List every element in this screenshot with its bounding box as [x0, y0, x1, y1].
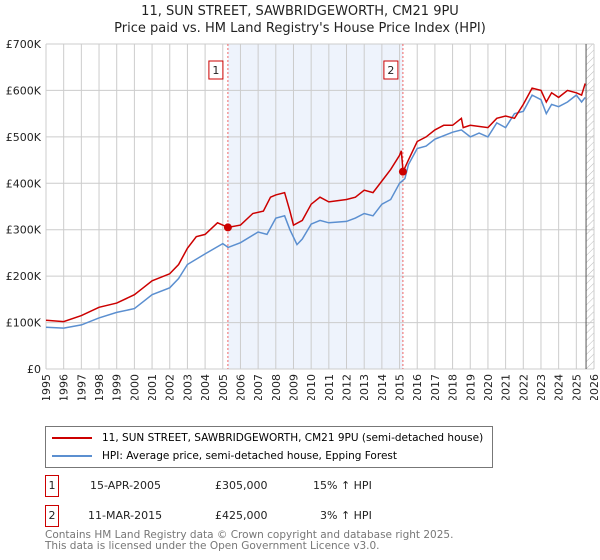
sale-badge	[383, 60, 399, 80]
sale-badge-label: 1	[212, 64, 219, 77]
footer-line: This data is licensed under the Open Gov…	[45, 540, 380, 552]
transaction-price: £425,000	[215, 509, 268, 522]
transaction-date: 11-MAR-2015	[88, 509, 163, 522]
x-tick-label: 1996	[58, 374, 71, 400]
x-tick-label: 2007	[252, 374, 265, 400]
x-tick-label: 2020	[482, 374, 495, 400]
y-tick-label: £200K	[6, 270, 42, 283]
y-tick-label: £0	[27, 363, 41, 376]
chart-subtitle: Price paid vs. HM Land Registry's House …	[114, 21, 486, 36]
x-tick-label: 1995	[40, 374, 53, 400]
x-tick-label: 2011	[323, 374, 336, 400]
x-tick-label: 1999	[111, 374, 124, 400]
legend-item-property: 11, SUN STREET, SAWBRIDGEWORTH, CM21 9PU…	[52, 432, 483, 444]
shaded-period	[227, 44, 403, 369]
x-tick-label: 2018	[447, 374, 460, 400]
y-tick-label: £600K	[6, 84, 42, 97]
x-tick-label: 2005	[217, 374, 230, 400]
y-tick-label: £400K	[6, 177, 42, 190]
legend-swatch	[52, 437, 92, 439]
x-tick-label: 2021	[500, 374, 513, 400]
y-tick-label: £500K	[6, 131, 42, 144]
x-tick-label: 2024	[553, 374, 566, 400]
sale-badge	[208, 60, 224, 80]
legend-label: HPI: Average price, semi-detached house,…	[102, 450, 397, 462]
series-line	[45, 83, 586, 323]
x-tick-label: 2012	[341, 374, 354, 400]
x-tick-label: 2008	[270, 374, 283, 400]
x-tick-label: 2010	[305, 374, 318, 400]
y-tick-label: £100K	[6, 317, 42, 330]
forecast-hatch	[586, 44, 594, 369]
transaction-row: 1 15-APR-2005 £305,000 15% ↑ HPI	[45, 475, 465, 497]
chart-plot: 1995 1996 1997 1998 1999 2000 2001 2002 2003 2004…	[6, 38, 600, 400]
transaction-badge: 1	[45, 475, 59, 497]
legend-item-hpi: HPI: Average price, semi-detached house,…	[52, 450, 397, 462]
x-tick-label: 2001	[146, 374, 159, 400]
legend-label: 11, SUN STREET, SAWBRIDGEWORTH, CM21 9PU…	[102, 432, 484, 444]
x-tick-label: 2017	[429, 374, 442, 400]
transaction-hpi: 15% ↑ HPI	[313, 479, 372, 492]
footer-line: Contains HM Land Registry data © Crown c…	[45, 529, 454, 541]
x-tick-label: 2016	[411, 374, 424, 400]
x-tick-label: 2013	[358, 374, 371, 400]
x-tick-label: 2019	[464, 374, 477, 400]
y-tick-label: £300K	[6, 224, 42, 237]
footer: Contains HM Land Registry data © Crown c…	[45, 530, 453, 552]
x-tick-label: 2003	[181, 374, 194, 400]
x-tick-label: 2009	[287, 374, 300, 400]
series-line	[45, 94, 586, 329]
transaction-hpi: 3% ↑ HPI	[320, 509, 372, 522]
sale-badge-label: 2	[387, 64, 394, 77]
x-tick-label: 2025	[570, 374, 583, 400]
x-tick-label: 2022	[517, 374, 530, 400]
legend: 11, SUN STREET, SAWBRIDGEWORTH, CM21 9PU…	[45, 426, 493, 468]
y-tick-label: £700K	[6, 38, 42, 51]
x-tick-label: 1998	[93, 374, 106, 400]
x-tick-label: 2002	[164, 374, 177, 400]
transaction-badge: 2	[45, 505, 59, 527]
x-tick-label: 2006	[234, 374, 247, 400]
x-tick-label: 2023	[535, 374, 548, 400]
sale-point	[398, 167, 407, 176]
x-tick-label: 2026	[588, 374, 600, 400]
x-tick-label: 1997	[75, 374, 88, 400]
x-tick-label: 2000	[128, 374, 141, 400]
x-tick-label: 2004	[199, 374, 212, 400]
x-tick-label: 2015	[394, 374, 407, 400]
chart-title: 11, SUN STREET, SAWBRIDGEWORTH, CM21 9PU	[141, 4, 459, 19]
x-tick-label: 2014	[376, 374, 389, 400]
transaction-date: 15-APR-2005	[90, 479, 162, 492]
transaction-row: 2 11-MAR-2015 £425,000 3% ↑ HPI	[45, 505, 465, 527]
legend-swatch	[52, 455, 92, 457]
transaction-price: £305,000	[215, 479, 268, 492]
sale-point	[223, 223, 232, 232]
